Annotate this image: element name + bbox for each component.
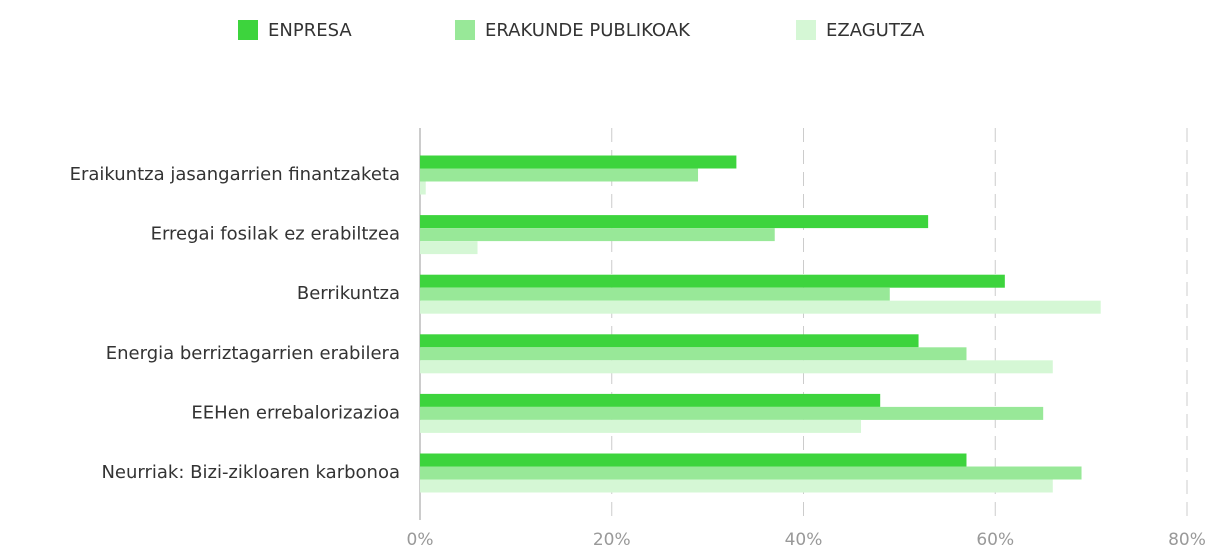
bar (420, 228, 775, 242)
bar (420, 393, 881, 407)
bar (420, 155, 737, 169)
legend-label: EZAGUTZA (826, 20, 925, 41)
x-tick-label: 60% (976, 530, 1014, 545)
legend-label: ENPRESA (268, 20, 352, 41)
category-label: Eraikuntza jasangarrien finantzaketa (70, 164, 400, 185)
bar (420, 274, 1005, 288)
bar (420, 360, 1053, 374)
category-label: Erregai fosilak ez erabiltzea (151, 224, 400, 245)
bar (420, 215, 929, 229)
category-label: Berrikuntza (297, 283, 400, 304)
legend-swatch (796, 20, 816, 40)
bar (420, 181, 426, 195)
bar (420, 347, 967, 361)
category-label: Energia berriztagarrien erabilera (106, 343, 400, 364)
bar (420, 479, 1053, 493)
x-tick-label: 80% (1168, 530, 1206, 545)
category-label: EEHen errebalorizazioa (191, 402, 400, 423)
bar (420, 453, 967, 467)
bar (420, 300, 1101, 314)
x-tick-label: 40% (785, 530, 823, 545)
legend-swatch (238, 20, 258, 40)
x-tick-label: 20% (593, 530, 631, 545)
legend-label: ERAKUNDE PUBLIKOAK (485, 20, 691, 41)
x-tick-label: 0% (407, 530, 434, 545)
bar (420, 168, 699, 182)
bar (420, 466, 1082, 480)
bar (420, 334, 919, 348)
category-label: Neurriak: Bizi-zikloaren karbonoa (101, 462, 400, 483)
bar (420, 241, 478, 255)
legend-swatch (455, 20, 475, 40)
bar (420, 287, 890, 301)
bar (420, 419, 862, 433)
bar (420, 406, 1044, 420)
